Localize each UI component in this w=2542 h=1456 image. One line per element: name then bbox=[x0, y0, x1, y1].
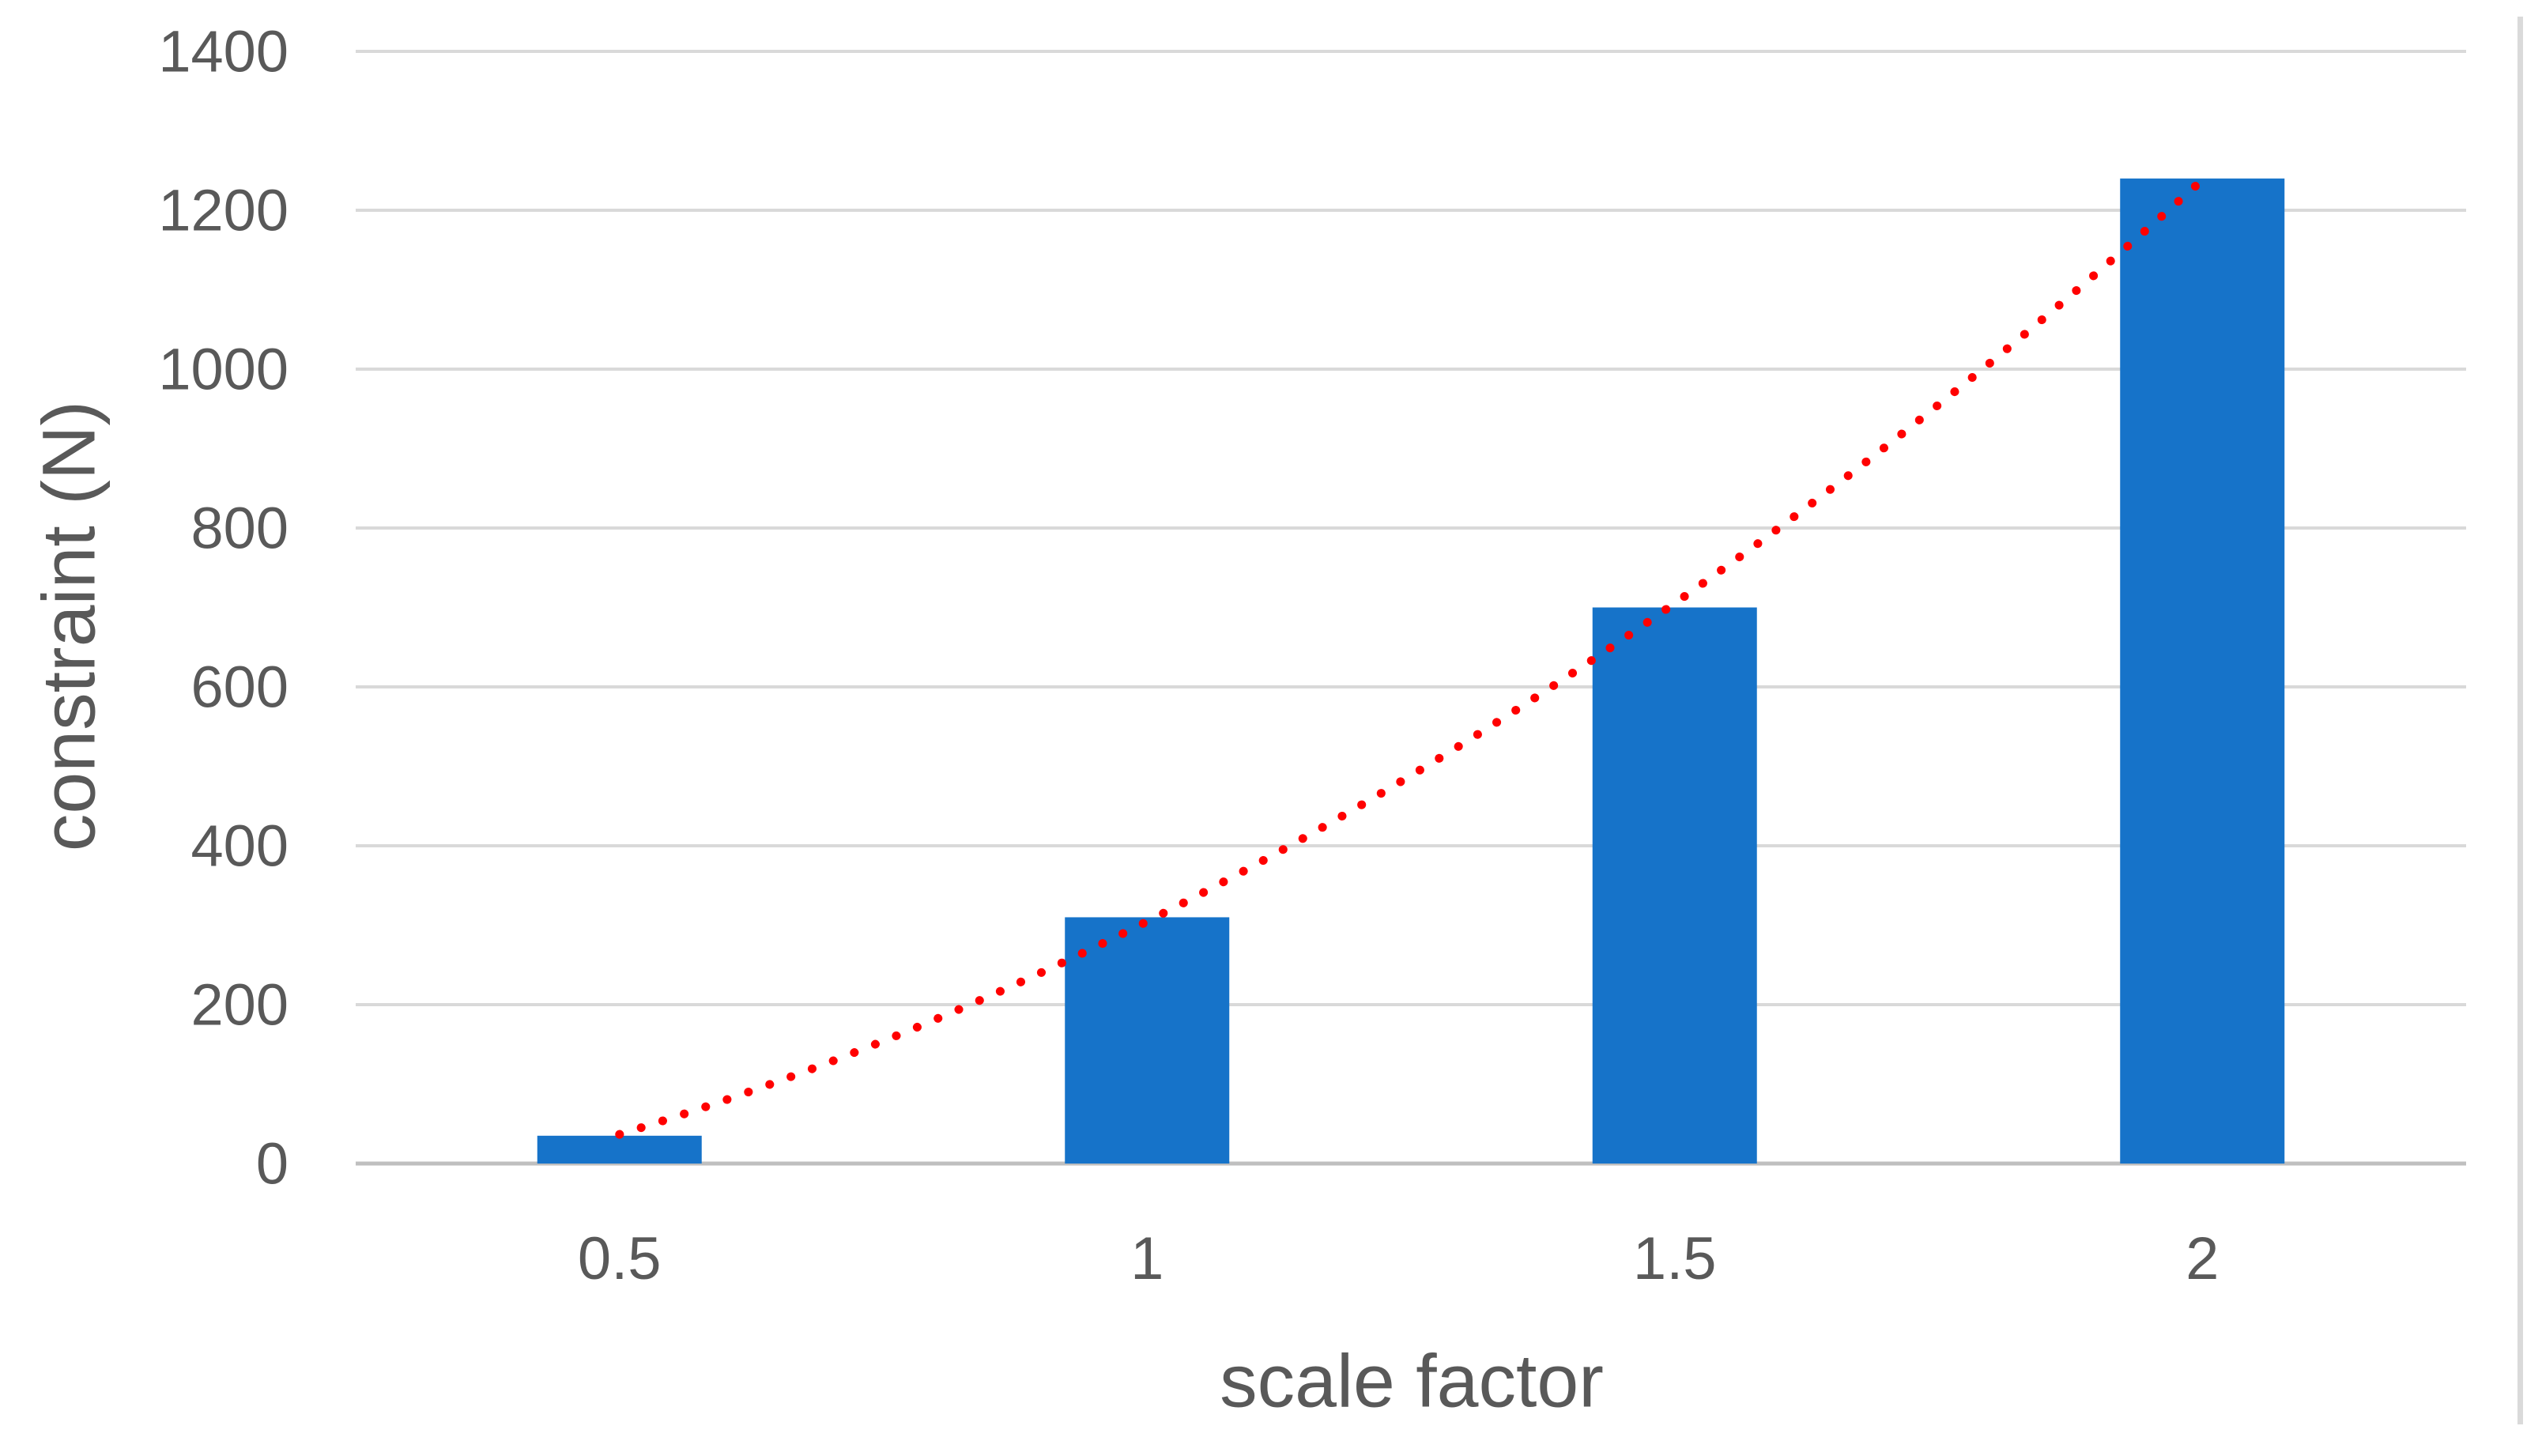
x-axis-title: scale factor bbox=[1220, 1339, 1604, 1424]
y-tick-label: 1000 bbox=[158, 337, 289, 402]
x-tick-label: 1.5 bbox=[1633, 1225, 1717, 1292]
x-tick-label: 1 bbox=[1130, 1225, 1164, 1292]
bar-2 bbox=[2120, 178, 2285, 1164]
bar-1 bbox=[1065, 917, 1230, 1164]
y-tick-label: 0 bbox=[256, 1131, 289, 1197]
bar-0.5 bbox=[537, 1135, 702, 1164]
bar-1.5 bbox=[1592, 607, 1757, 1164]
x-tick-label: 2 bbox=[2186, 1225, 2219, 1292]
y-tick-label: 1400 bbox=[158, 19, 289, 85]
y-tick-label: 1200 bbox=[158, 178, 289, 243]
trendline bbox=[615, 175, 2207, 1139]
y-axis-title: constraint (N) bbox=[27, 400, 111, 852]
y-tick-label: 400 bbox=[191, 813, 289, 879]
y-tick-label: 800 bbox=[191, 496, 289, 561]
right-border-line bbox=[2517, 17, 2523, 1424]
y-tick-label: 600 bbox=[191, 654, 289, 720]
x-tick-label: 0.5 bbox=[578, 1225, 662, 1292]
y-tick-label: 200 bbox=[191, 972, 289, 1038]
